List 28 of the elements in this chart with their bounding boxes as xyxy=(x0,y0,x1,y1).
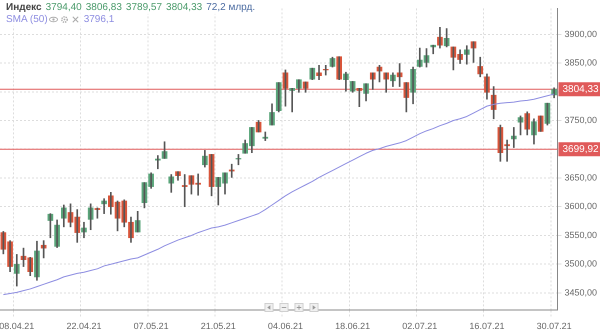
chart-title: Индекс xyxy=(6,2,42,13)
y-tick-label: 3450,00 xyxy=(564,287,598,298)
x-tick-label: 04.06.21 xyxy=(268,321,303,332)
y-tick-label: 3600,00 xyxy=(564,201,598,212)
candlestick xyxy=(538,116,544,132)
y-tick-label: 3550,00 xyxy=(564,230,598,240)
text: SMA (50) xyxy=(6,14,48,25)
y-tick-label: 3500,00 xyxy=(564,258,598,269)
x-tick-label: 02.07.21 xyxy=(402,321,438,332)
annotation: 3796,1 xyxy=(84,14,114,25)
x-tick-label: 21.05.21 xyxy=(200,321,236,332)
y-tick-label: 3900,00 xyxy=(564,28,598,39)
annotation: 3804,33 xyxy=(166,2,202,13)
y-tick-label: 3750,00 xyxy=(564,114,598,125)
x-tick-label: 16.07.21 xyxy=(469,321,504,332)
x-tick-label: 18.06.21 xyxy=(335,321,370,332)
ref-line-label: 3699,92 xyxy=(562,144,600,156)
annotation: 3789,57 xyxy=(126,2,162,13)
annotation: 3806,83 xyxy=(86,2,122,13)
ref-line-label: 3804,33 xyxy=(562,84,600,96)
x-tick-label: 07.05.21 xyxy=(134,321,169,332)
x-tick-label: 22.04.21 xyxy=(66,321,102,332)
y-tick-label: 3850,00 xyxy=(564,57,598,68)
annotation: 72,2 млрд. xyxy=(206,2,256,13)
annotation: 3794,40 xyxy=(46,2,82,13)
y-tick-label: 3650,00 xyxy=(564,172,598,182)
x-tick-label: 08.04.21 xyxy=(0,321,34,332)
x-tick-label: 30.07.21 xyxy=(536,321,572,332)
